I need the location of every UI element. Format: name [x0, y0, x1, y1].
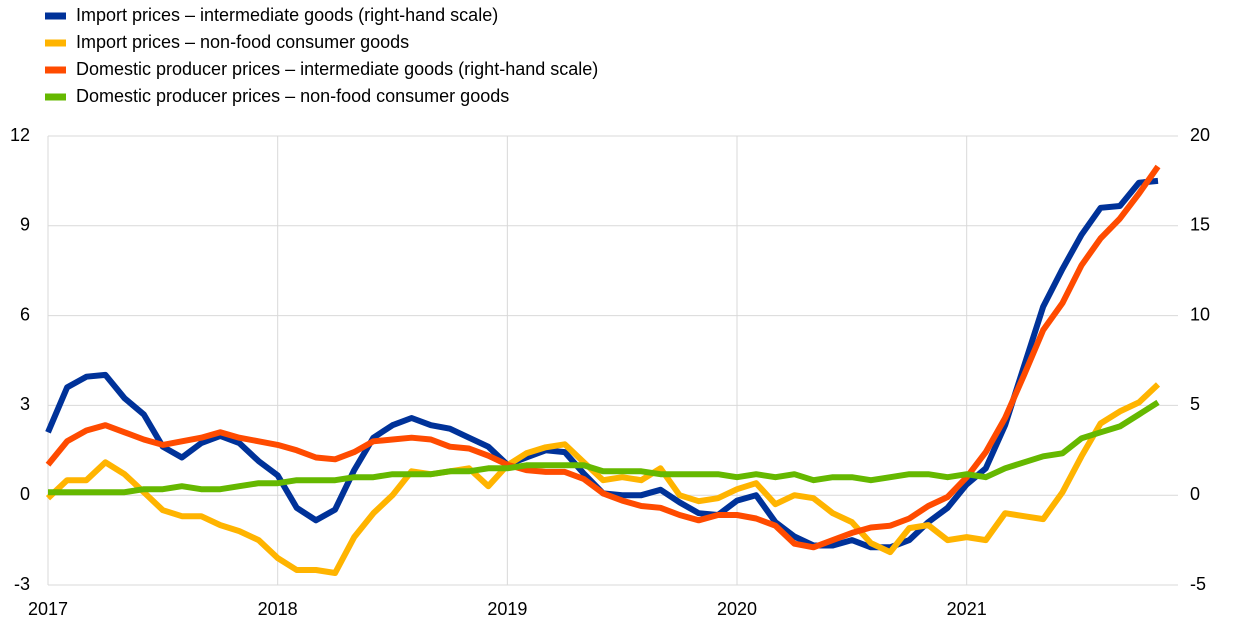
y2-tick-label: -5: [1190, 574, 1206, 594]
series-line: [48, 399, 1160, 496]
x-tick-label: 2020: [717, 599, 757, 619]
series-line: [45, 164, 1161, 551]
y-tick-label: 12: [10, 125, 30, 145]
y2-tick-label: 10: [1190, 304, 1210, 324]
y2-tick-label: 5: [1190, 394, 1200, 414]
series-line: [45, 382, 1161, 576]
y-tick-label: -3: [14, 574, 30, 594]
y-tick-label: 9: [20, 215, 30, 235]
legend-label: Domestic producer prices – intermediate …: [76, 59, 598, 79]
y2-tick-label: 0: [1190, 484, 1200, 504]
y2-tick-label: 20: [1190, 125, 1210, 145]
x-tick-label: 2019: [487, 599, 527, 619]
x-tick-label: 2018: [258, 599, 298, 619]
legend-label: Import prices – non-food consumer goods: [76, 32, 409, 52]
legend-label: Import prices – intermediate goods (righ…: [76, 5, 498, 25]
y-tick-label: 0: [20, 484, 30, 504]
y-tick-label: 6: [20, 304, 30, 324]
x-tick-label: 2021: [947, 599, 987, 619]
y2-tick-label: 15: [1190, 215, 1210, 235]
y-tick-label: 3: [20, 394, 30, 414]
legend-label: Domestic producer prices – non-food cons…: [76, 86, 509, 106]
x-tick-label: 2017: [28, 599, 68, 619]
